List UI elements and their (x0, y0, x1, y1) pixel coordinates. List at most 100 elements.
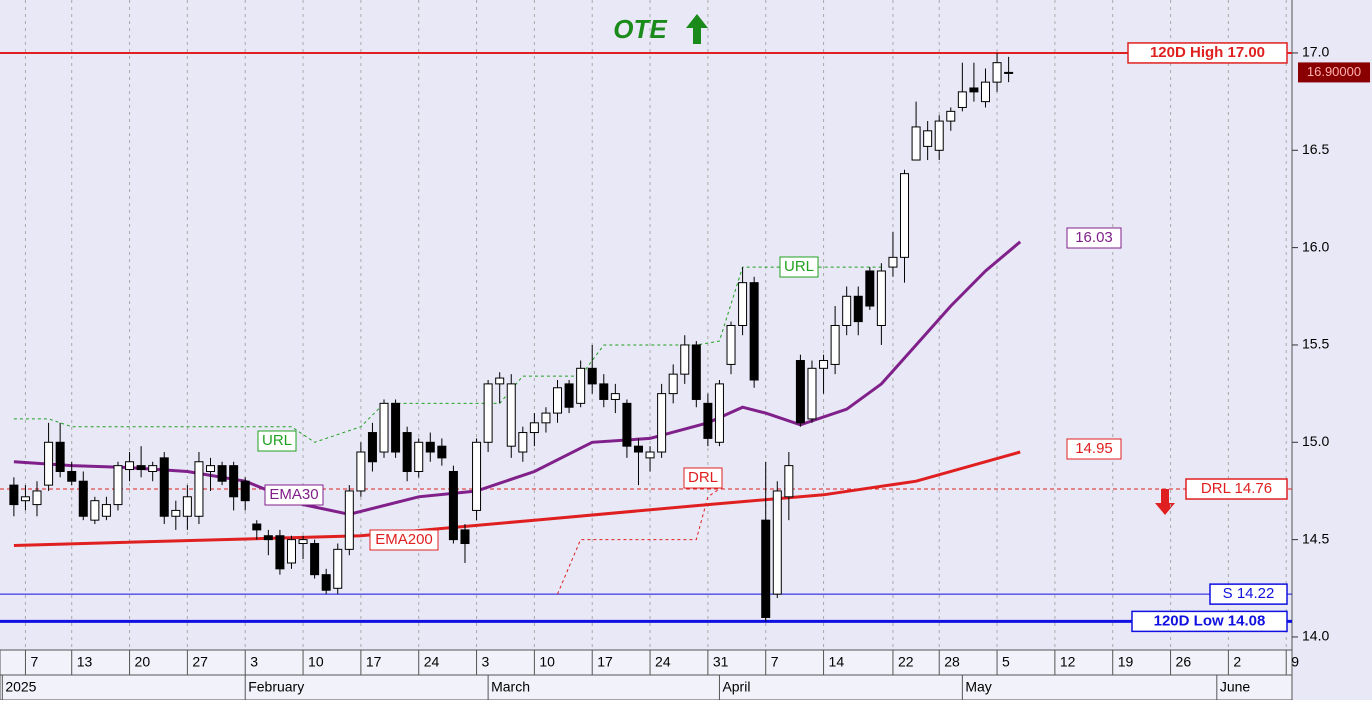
candle-body (67, 470, 77, 482)
candle-body (911, 126, 921, 161)
candle-body (483, 383, 493, 443)
indicator-label-box (683, 467, 723, 489)
x-tick-label: 24 (424, 654, 440, 670)
candle-body (44, 441, 54, 486)
indicator-line (13, 450, 1021, 547)
y-tick-label: 15.0 (1302, 433, 1329, 449)
candle-body (298, 539, 308, 545)
candle-body (726, 324, 736, 365)
x-tick-label: 13 (77, 654, 93, 670)
x-tick-label: 10 (539, 654, 555, 670)
month-label: March (491, 679, 530, 695)
y-tick-label: 16.5 (1302, 141, 1329, 157)
last-price-box (1298, 62, 1370, 83)
end-value-box (1066, 438, 1122, 460)
candle-body (506, 383, 516, 447)
candle-body (518, 432, 528, 453)
month-label: April (722, 679, 750, 695)
candle-body (9, 484, 19, 506)
candle-body (599, 383, 609, 400)
candle-body (367, 432, 377, 463)
candle-body (472, 441, 482, 511)
indicator-label-box (257, 430, 297, 452)
level-label: 120D High 17.00 (1150, 44, 1265, 61)
indicator-label: DRL (688, 469, 718, 486)
candle-body (148, 465, 158, 472)
candle-body (564, 383, 574, 408)
candle-body (772, 490, 782, 595)
x-tick-label: 28 (944, 654, 960, 670)
candle-body (842, 295, 852, 326)
candle-body (576, 367, 586, 404)
candle-body (402, 432, 412, 472)
candle-body (448, 470, 458, 541)
x-tick-label: 22 (898, 654, 914, 670)
indicator-line (13, 240, 1022, 516)
candle-body (78, 480, 88, 517)
indicator-label: URL (262, 432, 292, 449)
candle-body (529, 422, 539, 434)
candle-body (761, 519, 771, 618)
x-tick-label: 3 (482, 654, 490, 670)
x-tick-label: 5 (1002, 654, 1010, 670)
indicator-label: EMA200 (375, 531, 433, 548)
candle-body (113, 465, 123, 506)
chart-title: OTE (613, 14, 667, 44)
level-label: S 14.22 (1223, 585, 1275, 602)
last-price-label: 16.90000 (1307, 64, 1361, 79)
candle-body (934, 120, 944, 151)
indicator-label: URL (784, 258, 814, 275)
candle-body (125, 461, 135, 471)
candle-body (437, 445, 447, 459)
y-tick-label: 14.5 (1302, 530, 1329, 546)
candle-body (321, 574, 331, 591)
candle-body (714, 383, 724, 443)
candle-body (888, 256, 898, 268)
candle-body (20, 496, 30, 502)
level-label: DRL 14.76 (1201, 480, 1272, 497)
candle-body (680, 344, 690, 375)
indicator-label-box (264, 484, 324, 506)
candle-body (310, 543, 320, 576)
x-tick-label: 3 (250, 654, 258, 670)
candle-body (275, 535, 285, 570)
x-tick-label: 2 (1233, 654, 1241, 670)
candle-body (819, 360, 829, 369)
x-tick-label: 17 (597, 654, 613, 670)
candle-body (969, 87, 979, 93)
candle-body (853, 295, 863, 323)
candle-body (217, 465, 227, 482)
x-tick-label: 27 (192, 654, 208, 670)
candle-body (865, 270, 875, 307)
candle-body (807, 367, 817, 420)
candle-body (286, 539, 296, 564)
level-label: 120D Low 14.08 (1154, 612, 1266, 629)
indicator-label-box (779, 256, 819, 278)
level-label-box (1209, 583, 1288, 605)
candle-body (356, 451, 366, 492)
candle-body (229, 465, 239, 498)
candle-body (55, 441, 65, 472)
candle-body (194, 461, 204, 517)
candle-body (171, 509, 181, 517)
candle-body (992, 62, 1002, 83)
candle-body (182, 496, 192, 517)
end-value-box (1066, 227, 1122, 249)
x-tick-label: 7 (771, 654, 779, 670)
x-tick-label: 26 (1176, 654, 1192, 670)
month-label: May (965, 679, 991, 695)
y-tick-label: 16.0 (1302, 238, 1329, 254)
candle-body (876, 270, 886, 326)
x-tick-label: 7 (30, 654, 38, 670)
candle-body (414, 441, 424, 472)
candle-body (32, 490, 42, 506)
candle-body (263, 535, 273, 541)
x-tick-label: 14 (829, 654, 845, 670)
candle-body (206, 465, 216, 472)
candle-body (90, 500, 100, 521)
candle-body (668, 373, 678, 395)
candle-body (657, 393, 667, 453)
month-label: February (248, 679, 304, 695)
candle-body (495, 377, 505, 385)
